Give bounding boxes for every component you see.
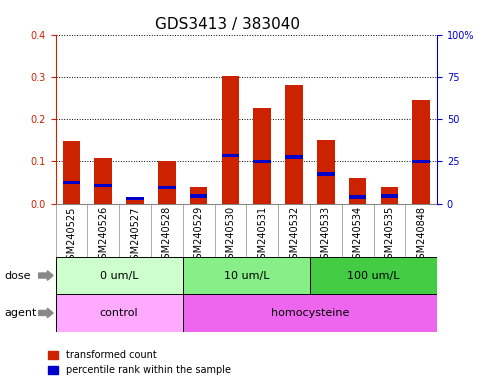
Text: GSM240530: GSM240530 bbox=[226, 206, 235, 265]
Text: GSM240534: GSM240534 bbox=[353, 206, 363, 265]
Text: GSM240528: GSM240528 bbox=[162, 206, 172, 265]
Text: 0 um/L: 0 um/L bbox=[100, 270, 139, 281]
Text: agent: agent bbox=[5, 308, 37, 318]
Bar bbox=[317, 140, 335, 204]
Bar bbox=[183, 294, 437, 332]
Bar bbox=[381, 187, 398, 204]
Bar bbox=[349, 178, 367, 204]
Legend: transformed count, percentile rank within the sample: transformed count, percentile rank withi… bbox=[48, 351, 231, 375]
Bar bbox=[190, 194, 207, 198]
Bar bbox=[254, 109, 271, 204]
Bar bbox=[310, 257, 437, 294]
Text: control: control bbox=[100, 308, 139, 318]
Bar bbox=[158, 186, 176, 189]
Bar bbox=[285, 156, 303, 159]
Bar bbox=[56, 257, 183, 294]
Bar bbox=[222, 154, 239, 157]
Bar bbox=[95, 184, 112, 187]
Text: GSM240532: GSM240532 bbox=[289, 206, 299, 265]
Bar bbox=[285, 85, 303, 204]
Text: 100 um/L: 100 um/L bbox=[347, 270, 400, 281]
Text: GDS3413 / 383040: GDS3413 / 383040 bbox=[155, 17, 299, 32]
Bar bbox=[317, 172, 335, 175]
Text: homocysteine: homocysteine bbox=[271, 308, 349, 318]
Bar bbox=[254, 160, 271, 163]
Bar bbox=[95, 158, 112, 204]
Bar bbox=[63, 141, 80, 204]
Bar bbox=[222, 76, 239, 204]
Bar bbox=[381, 194, 398, 198]
Bar bbox=[56, 294, 183, 332]
Text: GSM240529: GSM240529 bbox=[194, 206, 204, 265]
Text: GSM240535: GSM240535 bbox=[384, 206, 395, 265]
Text: GSM240525: GSM240525 bbox=[67, 206, 76, 266]
Bar bbox=[126, 198, 144, 204]
Text: dose: dose bbox=[5, 270, 31, 281]
Bar bbox=[158, 161, 176, 204]
Bar bbox=[349, 195, 367, 199]
Bar bbox=[412, 100, 430, 204]
Text: GSM240527: GSM240527 bbox=[130, 206, 140, 266]
Text: GSM240531: GSM240531 bbox=[257, 206, 267, 265]
Bar bbox=[63, 181, 80, 184]
Text: GSM240533: GSM240533 bbox=[321, 206, 331, 265]
Bar bbox=[190, 187, 207, 204]
Text: GSM240526: GSM240526 bbox=[98, 206, 108, 265]
Text: GSM240848: GSM240848 bbox=[416, 206, 426, 265]
Bar bbox=[183, 257, 310, 294]
Bar bbox=[126, 197, 144, 200]
Text: 10 um/L: 10 um/L bbox=[224, 270, 269, 281]
Bar bbox=[412, 160, 430, 163]
